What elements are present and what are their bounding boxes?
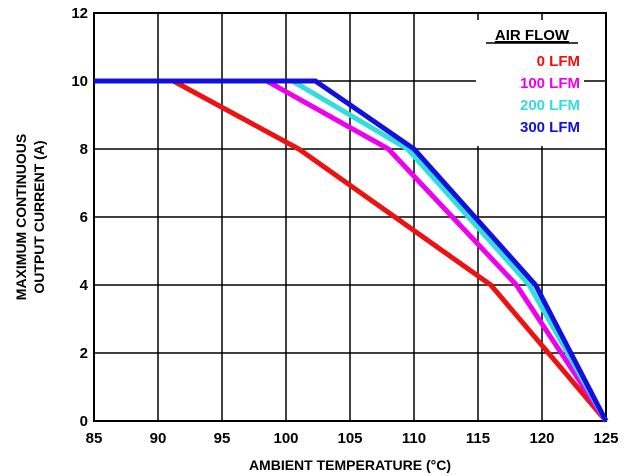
y-tick-labels: 0 2 4 6 8 10 12: [71, 5, 88, 430]
y-axis-label-line-1: MAXIMUM CONTINUOUS: [13, 134, 29, 300]
x-tick-label: 105: [337, 430, 362, 447]
x-tick-label: 100: [273, 430, 298, 447]
x-tick-label: 125: [593, 430, 618, 447]
legend-box: [476, 20, 584, 146]
y-axis-label-line-2: OUTPUT CURRENT (A): [31, 140, 47, 293]
legend-item-200-lfm: 200 LFM: [520, 97, 580, 114]
x-tick-label: 120: [529, 430, 554, 447]
x-tick-label: 110: [402, 430, 426, 447]
x-tick-label: 85: [86, 430, 103, 447]
series-lines: [94, 78, 609, 423]
x-tick-label: 90: [150, 430, 167, 447]
y-tick-label: 2: [80, 345, 88, 362]
plot-border: [93, 12, 607, 422]
series-line-300-lfm: [94, 78, 609, 423]
y-tick-label: 0: [80, 413, 88, 430]
legend-title: AIR FLOW: [495, 27, 570, 44]
x-tick-label: 115: [466, 430, 490, 447]
legend-item-0-lfm: 0 LFM: [537, 53, 580, 70]
legend-items: 0 LFM 100 LFM 200 LFM 300 LFM: [520, 53, 580, 136]
y-tick-label: 6: [80, 209, 88, 226]
x-tick-labels: 85 90 95 100 105 110 115 120 125: [86, 430, 619, 447]
y-tick-label: 4: [80, 277, 89, 294]
y-tick-label: 8: [80, 141, 88, 158]
y-tick-label: 10: [71, 73, 88, 90]
legend-item-300-lfm: 300 LFM: [520, 119, 580, 136]
legend: AIR FLOW 0 LFM 100 LFM 200 LFM 300 LFM: [476, 20, 584, 146]
x-tick-label: 95: [214, 430, 231, 447]
x-axis-label: AMBIENT TEMPERATURE (°C): [249, 457, 451, 473]
legend-item-100-lfm: 100 LFM: [520, 75, 580, 92]
y-tick-label: 12: [71, 5, 88, 22]
